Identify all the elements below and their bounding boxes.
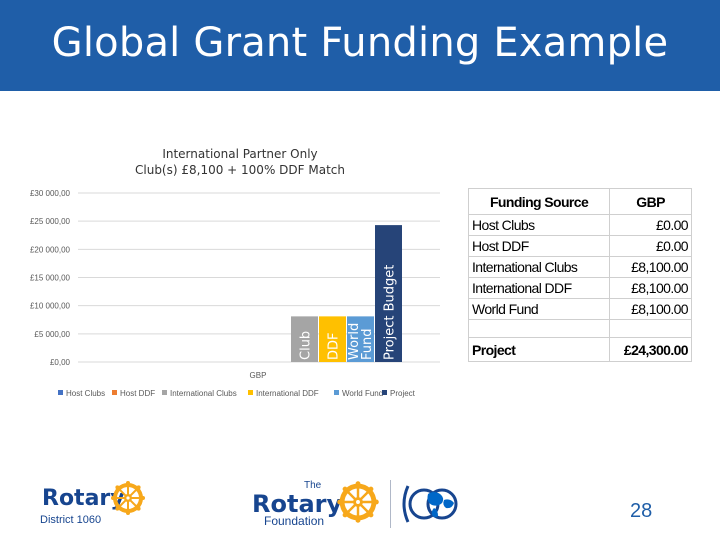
table-cell-gbp: £0.00 bbox=[609, 235, 692, 257]
table-cell-gbp: £8,100.00 bbox=[609, 256, 692, 278]
legend-swatch bbox=[248, 390, 253, 395]
table-row: Host DDF £0.00 bbox=[467, 235, 692, 257]
table-cell-source: International Clubs bbox=[467, 256, 611, 278]
bar-data-label: WorldFund bbox=[347, 323, 375, 360]
x-tick-label: GBP bbox=[250, 371, 267, 380]
table-row-empty bbox=[467, 319, 692, 338]
table-cell-gbp: £8,100.00 bbox=[609, 277, 692, 299]
centennial-globe-icon bbox=[402, 485, 458, 523]
funding-bar-chart: £0,00 £5 000,00 £10 000,00 £15 000,00 £20 00… bbox=[30, 189, 440, 398]
slide-header: Global Grant Funding Example bbox=[0, 0, 720, 91]
bar-world-fund bbox=[347, 316, 374, 362]
table-total-value: £24,300.00 bbox=[609, 337, 692, 362]
chart-title: International Partner Only Club(s) £8,10… bbox=[110, 146, 370, 178]
district-logo-subtitle: District 1060 bbox=[40, 514, 102, 526]
y-tick-label: £20 000,00 bbox=[30, 245, 71, 254]
table-cell-source bbox=[467, 319, 611, 338]
rotary-foundation-logo: The Rotary Foundation bbox=[252, 478, 472, 530]
legend-swatch bbox=[334, 390, 339, 395]
legend-entry: International Clubs bbox=[170, 389, 237, 398]
table-cell-gbp bbox=[609, 319, 692, 338]
y-tick-label: £0,00 bbox=[50, 358, 71, 367]
bar-project bbox=[375, 225, 402, 362]
legend-entry: Project bbox=[390, 389, 416, 398]
y-tick-label: £10 000,00 bbox=[30, 302, 71, 311]
table-header-row: Funding Source GBP bbox=[467, 188, 692, 215]
table-header-gbp: GBP bbox=[609, 188, 692, 215]
foundation-logo-subtitle: Foundation bbox=[264, 514, 325, 528]
funding-table: Funding Source GBP Host Clubs £0.00 Host… bbox=[467, 188, 692, 362]
legend-swatch bbox=[382, 390, 387, 395]
legend-entry: International DDF bbox=[256, 389, 319, 398]
y-tick-label: £30 000,00 bbox=[30, 189, 71, 198]
y-tick-label: £5 000,00 bbox=[34, 330, 70, 339]
rotary-district-logo: Rotary District 1060 bbox=[36, 478, 156, 528]
table-cell-source: Host Clubs bbox=[467, 214, 611, 236]
bar-data-label: Project Budget bbox=[383, 265, 398, 360]
bar-international-clubs bbox=[291, 316, 318, 362]
chart-title-line-1: International Partner Only bbox=[162, 147, 318, 161]
table-cell-source: Host DDF bbox=[467, 235, 611, 257]
table-row: International Clubs £8,100.00 bbox=[467, 256, 692, 278]
legend-swatch bbox=[112, 390, 117, 395]
table-cell-source: International DDF bbox=[467, 277, 611, 299]
table-cell-gbp: £8,100.00 bbox=[609, 298, 692, 320]
table-total-label: Project bbox=[467, 337, 611, 362]
district-logo-wordmark: Rotary bbox=[42, 486, 125, 511]
foundation-logo-prefix: The bbox=[304, 480, 322, 491]
logo-divider bbox=[390, 480, 391, 528]
legend-entry: Host DDF bbox=[120, 389, 155, 398]
table-row: Host Clubs £0.00 bbox=[467, 214, 692, 236]
table-header-source: Funding Source bbox=[467, 188, 611, 215]
bar-international-ddf bbox=[319, 316, 346, 362]
legend-swatch bbox=[162, 390, 167, 395]
table-cell-source: World Fund bbox=[467, 298, 611, 320]
legend-entry: Host Clubs bbox=[66, 389, 105, 398]
foundation-logo-wordmark: Rotary bbox=[252, 490, 343, 518]
bar-data-label: DDF bbox=[327, 333, 342, 361]
rotary-wheel-icon bbox=[337, 481, 379, 523]
table-row: International DDF £8,100.00 bbox=[467, 277, 692, 299]
y-tick-label: £15 000,00 bbox=[30, 274, 71, 283]
legend-entry: World Fund bbox=[342, 389, 383, 398]
legend-swatch bbox=[58, 390, 63, 395]
chart-title-line-2: Club(s) £8,100 + 100% DDF Match bbox=[135, 163, 345, 177]
y-tick-label: £25 000,00 bbox=[30, 217, 71, 226]
page-number: 28 bbox=[630, 500, 653, 522]
slide-title: Global Grant Funding Example bbox=[51, 20, 669, 66]
rotary-wheel-icon bbox=[111, 481, 145, 515]
table-cell-gbp: £0.00 bbox=[609, 214, 692, 236]
table-total-row: Project £24,300.00 bbox=[467, 337, 692, 362]
table-row: World Fund £8,100.00 bbox=[467, 298, 692, 320]
bar-data-label: Club bbox=[299, 331, 314, 360]
